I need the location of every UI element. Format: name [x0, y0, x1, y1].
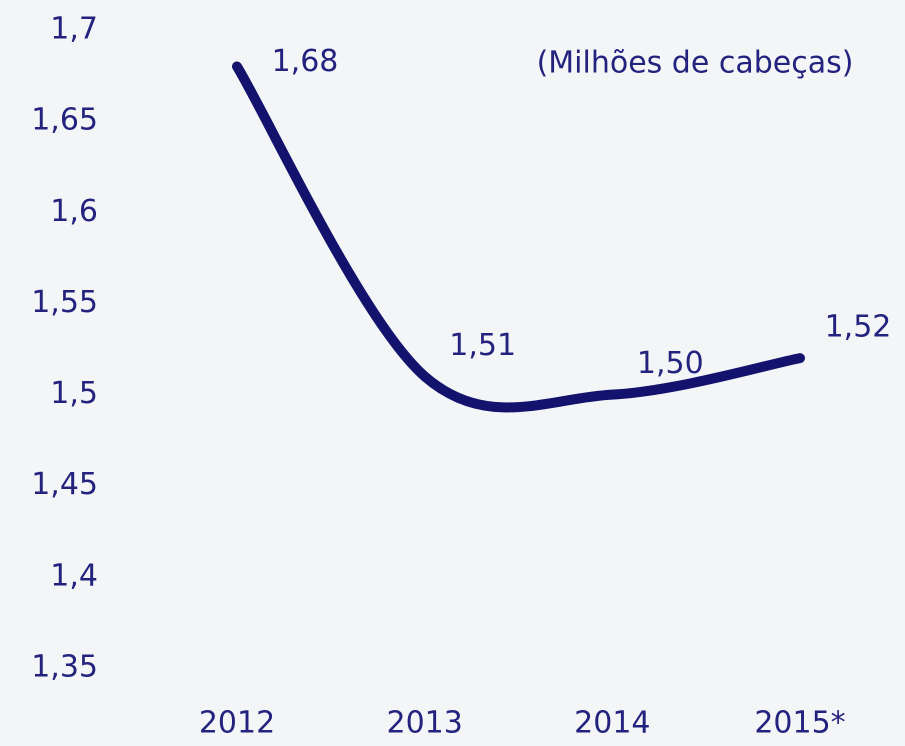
x-tick-label: 2015*: [754, 706, 845, 741]
y-tick-label: 1,6: [50, 194, 98, 229]
y-tick-label: 1,7: [50, 12, 98, 47]
x-tick-label: 2014: [574, 706, 650, 741]
y-tick-label: 1,35: [31, 650, 98, 685]
data-label: 1,68: [272, 44, 339, 79]
unit-label: (Milhões de cabeças): [537, 46, 854, 81]
y-tick-label: 1,55: [31, 285, 98, 320]
y-tick-label: 1,45: [31, 467, 98, 502]
y-tick-label: 1,5: [50, 376, 98, 411]
y-tick-label: 1,4: [50, 558, 98, 593]
y-tick-label: 1,65: [31, 103, 98, 138]
data-label: 1,52: [825, 310, 892, 345]
data-label: 1,51: [449, 328, 516, 363]
x-tick-label: 2013: [386, 706, 462, 741]
data-label: 1,50: [637, 346, 704, 381]
x-tick-label: 2012: [199, 706, 275, 741]
line: [232, 61, 805, 413]
